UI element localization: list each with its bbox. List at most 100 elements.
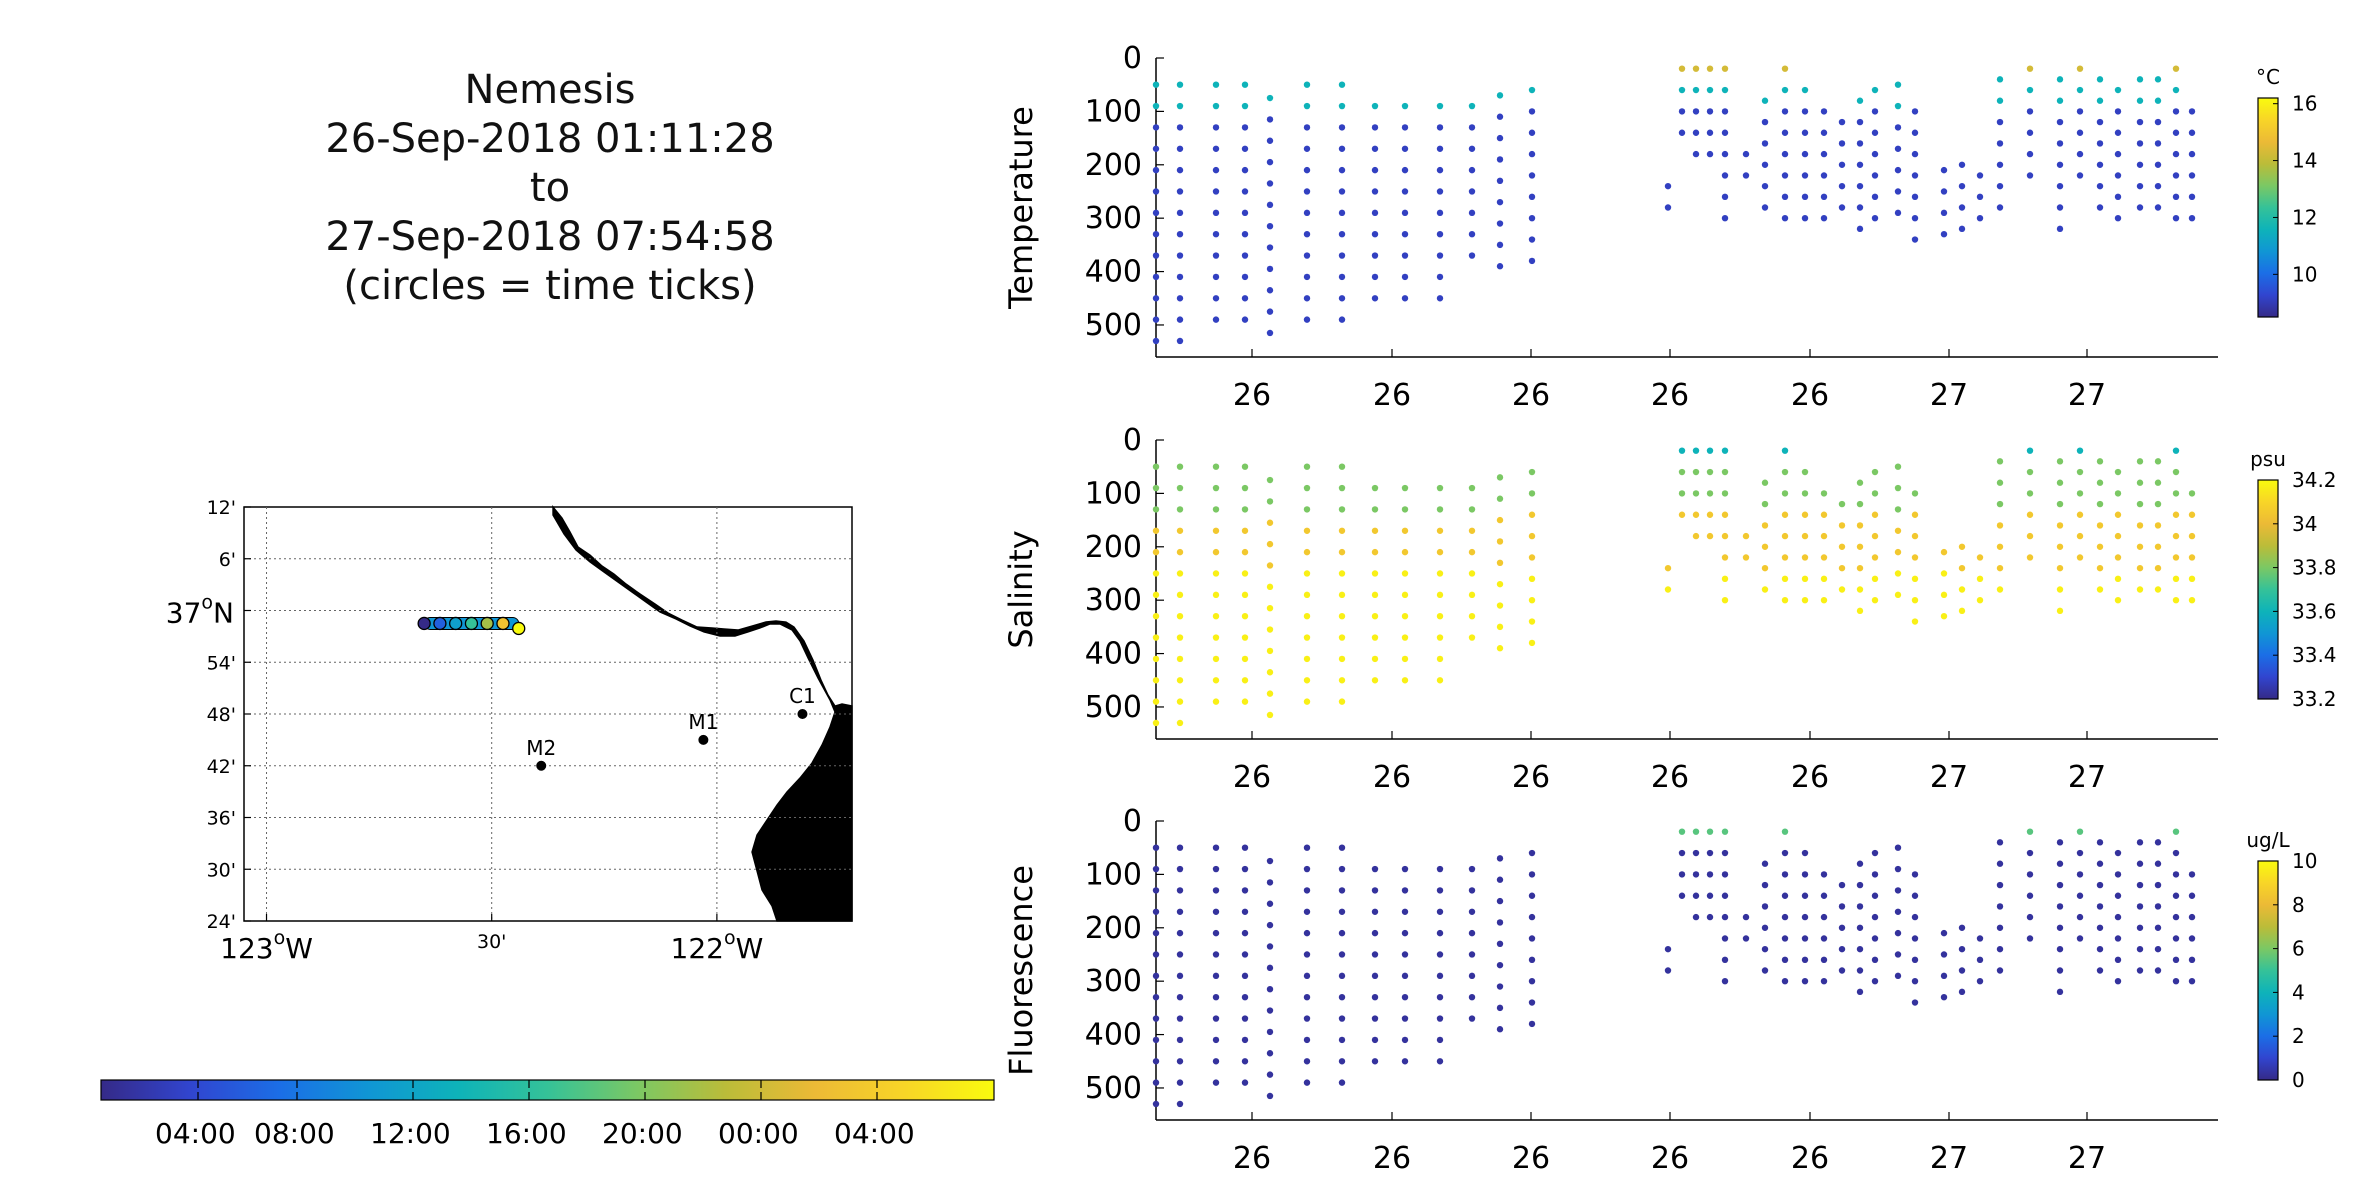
data-point [1212,145,1220,152]
data-point [1958,607,1966,615]
data-point [1468,972,1476,980]
data-point [1856,182,1864,190]
data-point [1496,156,1504,163]
data-point [1894,591,1902,599]
data-point [2096,543,2104,550]
data-point [1742,172,1750,179]
data-point [1212,463,1220,470]
data-point [1371,548,1379,556]
data-point [1781,977,1789,985]
data-point [2172,193,2180,201]
colorbar-units: ug/L [2246,828,2290,852]
data-point [2188,956,2196,964]
map-lat-label: 48' [207,704,236,726]
data-point [2136,543,2144,550]
data-point [1241,972,1249,980]
data-point [1742,532,1750,540]
data-point [1338,844,1346,851]
data-point [2076,447,2084,454]
x-tick-label: 27 [1930,760,1968,795]
data-point [2136,564,2144,572]
data-point [1781,214,1789,222]
x-tick-label: 26 [1233,1141,1271,1176]
data-point [1761,140,1769,147]
data-point [1721,554,1729,561]
time-cbar-label: 12:00 [370,1117,451,1150]
data-point [1176,316,1184,323]
data-point [1371,145,1379,152]
data-point [1721,532,1729,540]
data-point [1761,500,1769,508]
data-point [1838,586,1846,593]
data-point [1856,97,1864,104]
data-point [1996,903,2004,910]
data-point [2096,118,2104,126]
data-point [1371,634,1379,641]
data-point [1152,102,1160,110]
data-point [1528,618,1536,625]
data-point [1266,1092,1274,1100]
data-point [1838,903,1846,910]
data-point [2154,903,2162,910]
data-point [2096,564,2104,572]
colorbar-bar [2257,479,2279,700]
data-point [1401,484,1409,492]
data-point [1496,855,1504,862]
data-point [1871,129,1879,136]
data-point [1801,532,1809,540]
time-cbar-label: 08:00 [254,1117,335,1150]
data-point [1152,908,1160,915]
data-point [1801,575,1809,583]
data-point [1338,655,1346,663]
data-point [1801,86,1809,94]
data-point [1496,177,1504,185]
data-point [1212,655,1220,663]
data-point [1996,97,2004,104]
data-point [1338,124,1346,131]
data-point [1894,166,1902,174]
data-point [1496,623,1504,631]
data-point [1894,506,1902,513]
data-point [2188,172,2196,179]
data-point [1371,527,1379,534]
data-point [1996,479,2004,486]
data-point [1871,554,1879,561]
data-point [1820,977,1828,985]
data-point [2056,839,2064,846]
data-point [1894,929,1902,937]
data-point [2056,607,2064,615]
data-point [2096,586,2104,593]
data-point [2076,554,2084,561]
data-point [1781,596,1789,604]
coastline-land [552,505,853,922]
data-point [1911,129,1919,136]
data-point [1496,1026,1504,1033]
title-line-note: (circles = time ticks) [343,263,757,309]
title-line-start: 26-Sep-2018 01:11:28 [325,116,775,162]
data-point [1496,940,1504,948]
data-point [1212,1079,1220,1086]
data-point [1176,1036,1184,1044]
time-cbar-label: 16:00 [486,1117,567,1150]
data-point [2154,458,2162,465]
data-point [1371,295,1379,302]
data-point [1468,506,1476,513]
data-point [1436,209,1444,217]
data-point [1303,908,1311,915]
data-point [2114,892,2122,899]
data-point [1176,527,1184,534]
data-point [1721,468,1729,476]
data-point [2096,903,2104,910]
data-point [1664,945,1672,953]
data-point [1241,166,1249,174]
data-point [1911,532,1919,540]
data-point [1371,929,1379,937]
data-point [1940,188,1948,195]
data-point [1706,532,1714,540]
data-point [1871,490,1879,497]
data-point [2026,849,2034,857]
data-point [1496,241,1504,249]
data-point [1436,273,1444,281]
data-point [1976,554,1984,561]
time-colorbar-bar [100,1079,995,1101]
